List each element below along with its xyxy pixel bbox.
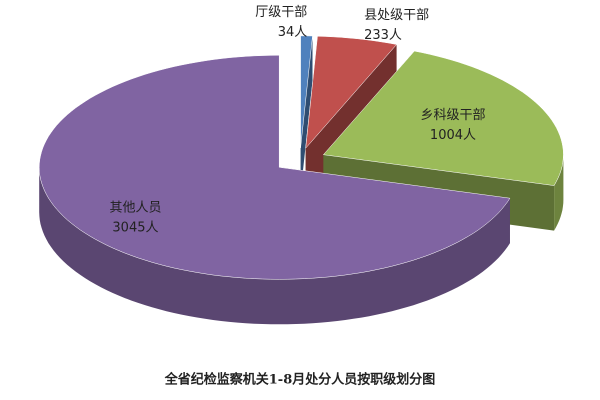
slice-label: 乡科级干部 [420,108,485,123]
slice-wall [554,154,564,231]
slice-side [300,36,313,193]
slice-label: 厅级干部 [255,5,307,20]
pie-slice [38,55,511,280]
slice-label: 其他人员 [109,200,161,215]
slice-label: 县处级干部 [364,8,429,23]
chart-title: 全省纪检监察机关1-8月处分人员按职级划分图 [164,372,436,388]
slice-wall [39,167,510,325]
pie-slice [322,50,564,186]
value-label: 34人 [278,25,308,40]
value-label: 1004人 [430,128,476,143]
value-label: 3045人 [112,220,158,235]
value-label: 233人 [364,28,402,43]
pie-slice [300,35,313,148]
pie-slice [305,36,398,149]
